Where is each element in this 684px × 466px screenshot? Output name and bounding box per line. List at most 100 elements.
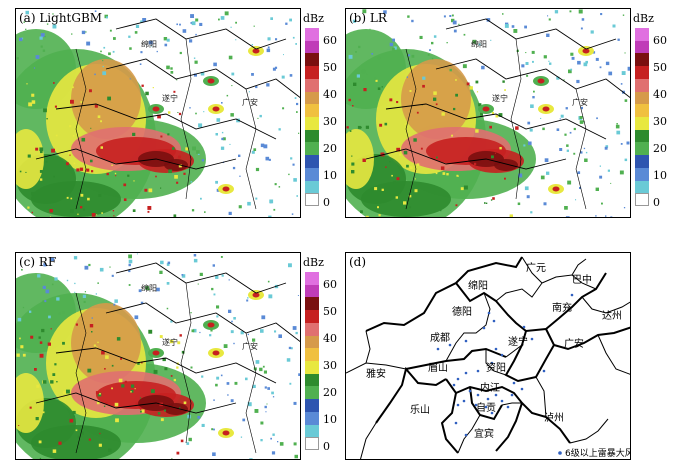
echo-speckle — [396, 147, 400, 152]
echo-speckle — [46, 118, 48, 120]
echo-speckle — [267, 280, 270, 283]
storm-core — [152, 350, 160, 356]
echo-speckle — [399, 153, 402, 156]
echo-speckle — [532, 60, 534, 63]
echo-speckle — [362, 9, 367, 14]
echo-speckle — [268, 215, 272, 217]
echo-speckle — [395, 196, 398, 199]
echo-speckle — [113, 215, 115, 217]
echo-speckle — [128, 284, 131, 286]
echo-speckle — [178, 112, 182, 116]
echo-speckle — [420, 147, 423, 150]
echo-speckle — [449, 15, 452, 17]
echo-speckle — [82, 208, 86, 211]
echo-speckle — [159, 270, 163, 274]
echo-speckle — [435, 172, 438, 175]
echo-speckle — [25, 28, 27, 30]
echo-speckle — [88, 438, 91, 441]
echo-speckle — [123, 198, 127, 201]
echo-speckle — [408, 195, 412, 198]
echo-speckle — [73, 162, 76, 165]
echo-speckle — [140, 20, 143, 23]
echo-speckle — [51, 283, 54, 286]
echo-speckle — [27, 154, 31, 158]
echo-speckle — [35, 417, 39, 421]
echo-speckle — [91, 331, 93, 333]
echo-speckle — [200, 197, 202, 200]
echo-speckle — [216, 315, 219, 318]
echo-speckle — [140, 301, 144, 305]
boundary-line — [245, 332, 257, 454]
echo-speckle — [167, 133, 170, 136]
echo-speckle — [44, 35, 46, 38]
colorbar-tick: 0 — [323, 196, 330, 209]
echo-speckle — [166, 38, 170, 42]
echo-speckle — [153, 369, 158, 374]
echo-speckle — [422, 84, 425, 88]
echo-speckle — [164, 43, 168, 47]
echo-speckle — [436, 156, 438, 159]
echo-speckle — [94, 73, 96, 76]
echo-speckle — [164, 367, 168, 371]
city-label: 雅安 — [366, 367, 386, 380]
echo-speckle — [377, 87, 381, 90]
echo-speckle — [40, 33, 45, 37]
echo-speckle — [145, 286, 150, 290]
echo-speckle — [177, 341, 181, 345]
echo-area — [494, 159, 518, 171]
echo-speckle — [40, 150, 43, 154]
echo-speckle — [39, 178, 43, 181]
echo-speckle — [414, 189, 418, 193]
echo-speckle — [114, 172, 117, 175]
echo-speckle — [389, 161, 391, 163]
echo-speckle — [140, 51, 143, 54]
echo-speckle — [82, 294, 86, 298]
boundary-line — [35, 392, 237, 414]
echo-speckle — [96, 346, 98, 348]
echo-speckle — [490, 199, 493, 201]
echo-speckle — [486, 18, 491, 22]
echo-speckle — [431, 41, 434, 45]
storm-core — [482, 106, 490, 112]
echo-speckle — [257, 117, 259, 119]
colorbar-tick: 10 — [653, 169, 667, 182]
echo-speckle — [156, 287, 160, 292]
echo-speckle — [511, 25, 515, 28]
colorbar-c: dBz 60 50 40 30 20 10 0 — [303, 256, 337, 453]
echo-speckle — [226, 382, 230, 385]
echo-speckle — [247, 297, 249, 299]
echo-speckle — [580, 27, 583, 30]
echo-speckle — [94, 10, 97, 12]
echo-speckle — [193, 57, 196, 59]
colorbar-tick: 40 — [323, 88, 337, 101]
echo-speckle — [532, 96, 535, 99]
colorbar-tick: 60 — [653, 34, 667, 47]
echo-speckle — [56, 381, 58, 383]
echo-speckle — [100, 50, 102, 53]
echo-speckle — [584, 158, 588, 162]
echo-speckle — [529, 128, 533, 132]
echo-speckle — [513, 29, 518, 33]
boundary-line — [75, 292, 87, 454]
echo-speckle — [440, 209, 442, 212]
echo-speckle — [293, 401, 297, 405]
echo-speckle — [31, 93, 35, 97]
colorbar-tick: 10 — [323, 413, 337, 426]
storm-core — [252, 48, 260, 54]
echo-speckle — [179, 51, 182, 55]
echo-speckle — [220, 16, 225, 20]
echo-speckle — [124, 380, 127, 383]
echo-speckle — [111, 164, 113, 166]
echo-speckle — [576, 79, 580, 84]
echo-speckle — [384, 122, 388, 126]
echo-speckle — [41, 328, 45, 333]
echo-speckle — [216, 118, 221, 122]
echo-speckle — [33, 67, 36, 69]
echo-speckle — [213, 399, 215, 401]
echo-speckle — [65, 72, 67, 74]
echo-speckle — [265, 411, 267, 413]
echo-speckle — [212, 264, 215, 267]
echo-area — [31, 181, 121, 217]
echo-speckle — [159, 335, 163, 338]
echo-speckle — [196, 150, 200, 154]
